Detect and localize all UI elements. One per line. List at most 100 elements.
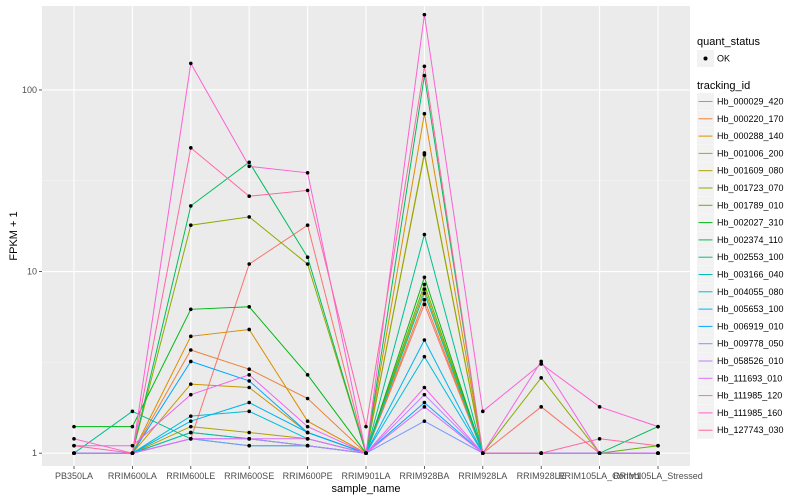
data-point bbox=[305, 396, 310, 401]
data-point bbox=[130, 409, 135, 414]
data-point bbox=[189, 307, 193, 312]
data-point bbox=[247, 443, 251, 448]
data-point bbox=[72, 437, 76, 441]
data-point bbox=[189, 430, 193, 435]
data-point bbox=[189, 348, 193, 352]
data-point bbox=[247, 215, 251, 219]
x-tick-label: RRIM600SE bbox=[224, 471, 274, 481]
x-tick-label: RRIM928LA bbox=[458, 471, 507, 481]
data-point bbox=[247, 194, 251, 199]
legend-label: Hb_000288_140 bbox=[717, 131, 784, 141]
data-point bbox=[539, 376, 543, 380]
data-point bbox=[422, 73, 427, 78]
data-point bbox=[72, 443, 76, 448]
y-axis-title: FPKM + 1 bbox=[8, 211, 20, 260]
x-tick-label: RRIM901LA bbox=[341, 471, 390, 481]
x-tick-label: RRIM928LE bbox=[517, 471, 566, 481]
data-point bbox=[422, 232, 427, 237]
data-point bbox=[422, 302, 427, 307]
data-point bbox=[305, 419, 310, 424]
data-point bbox=[422, 297, 427, 302]
x-tick-label: PB350LA bbox=[55, 471, 93, 481]
data-point bbox=[422, 291, 427, 296]
data-point bbox=[247, 304, 251, 309]
data-point bbox=[305, 255, 310, 259]
legend-label: Hb_003166_040 bbox=[717, 270, 784, 280]
data-point bbox=[247, 437, 251, 441]
legend-label: Hb_001723_070 bbox=[717, 183, 784, 193]
legend-label: Hb_002374_110 bbox=[717, 235, 783, 245]
data-point bbox=[305, 430, 310, 435]
x-tick-label: RRIM105LA_Stressed bbox=[613, 471, 703, 481]
data-point bbox=[481, 409, 485, 414]
data-point bbox=[247, 400, 251, 405]
data-point bbox=[422, 400, 427, 405]
data-point bbox=[539, 359, 543, 364]
legend-label: Hb_000220_170 bbox=[717, 114, 784, 124]
data-point bbox=[539, 451, 543, 455]
legend: quant_status OK tracking_id Hb_000029_42… bbox=[697, 36, 784, 439]
data-point bbox=[189, 334, 193, 339]
legend-label: Hb_002553_100 bbox=[717, 252, 784, 262]
data-point bbox=[72, 424, 76, 429]
data-point bbox=[422, 354, 427, 359]
legend-label: Hb_111985_120 bbox=[717, 391, 782, 401]
data-point bbox=[189, 61, 193, 66]
data-point bbox=[189, 414, 193, 418]
series-points bbox=[72, 12, 660, 455]
legend-quant-label: OK bbox=[717, 54, 730, 64]
data-point bbox=[247, 373, 251, 377]
data-point bbox=[130, 443, 135, 448]
legend-label: Hb_005653_100 bbox=[717, 304, 784, 314]
data-point bbox=[597, 451, 602, 455]
legend-label: Hb_111985_160 bbox=[717, 408, 782, 418]
data-point bbox=[597, 437, 602, 441]
data-point bbox=[189, 437, 193, 441]
data-point bbox=[422, 111, 427, 116]
legend-quant-point bbox=[703, 56, 708, 61]
legend-items: Hb_000029_420 Hb_000220_170 Hb_000288_140 H… bbox=[697, 93, 784, 439]
data-point bbox=[481, 451, 485, 455]
legend-label: Hb_006919_010 bbox=[717, 321, 784, 331]
data-point bbox=[422, 338, 427, 342]
data-point bbox=[656, 443, 660, 448]
legend-label: Hb_002027_310 bbox=[717, 218, 784, 228]
x-tick-label: RRIM600PE bbox=[283, 471, 333, 481]
data-point bbox=[247, 367, 251, 372]
y-axis: 1 10 100 bbox=[22, 85, 42, 458]
data-point bbox=[189, 382, 193, 386]
data-point bbox=[130, 451, 135, 455]
data-point bbox=[247, 385, 251, 390]
x-axis: PB350LA RRIM600LA RRIM600LE RRIM600SE RRIM60… bbox=[55, 466, 703, 481]
data-point bbox=[597, 405, 602, 409]
legend-label: Hb_009778_050 bbox=[717, 339, 784, 349]
data-point bbox=[539, 405, 543, 409]
data-point bbox=[189, 424, 193, 429]
legend-label: Hb_001006_200 bbox=[717, 148, 784, 158]
x-tick-label: RRIM600LE bbox=[166, 471, 215, 481]
data-point bbox=[422, 287, 427, 291]
legend-label: Hb_001609_080 bbox=[717, 166, 784, 176]
data-point bbox=[305, 443, 310, 448]
data-point bbox=[305, 437, 310, 441]
legend-label: Hb_058526_010 bbox=[717, 356, 784, 366]
data-point bbox=[72, 451, 76, 455]
y-tick-label: 10 bbox=[27, 267, 37, 277]
y-tick-label: 100 bbox=[22, 85, 37, 95]
x-tick-label: RRIM928BA bbox=[399, 471, 449, 481]
data-point bbox=[305, 424, 310, 429]
data-point bbox=[422, 12, 427, 17]
data-point bbox=[189, 359, 193, 364]
data-point bbox=[364, 424, 368, 429]
data-point bbox=[539, 362, 543, 366]
data-point bbox=[656, 451, 660, 455]
data-point bbox=[422, 152, 427, 157]
legend-label: Hb_004055_080 bbox=[717, 287, 784, 297]
legend-label: Hb_001789_010 bbox=[717, 200, 784, 210]
legend-quant-title: quant_status bbox=[697, 36, 760, 48]
data-point bbox=[305, 223, 310, 228]
data-point bbox=[305, 373, 310, 377]
data-point bbox=[305, 188, 310, 193]
data-point bbox=[247, 160, 251, 165]
